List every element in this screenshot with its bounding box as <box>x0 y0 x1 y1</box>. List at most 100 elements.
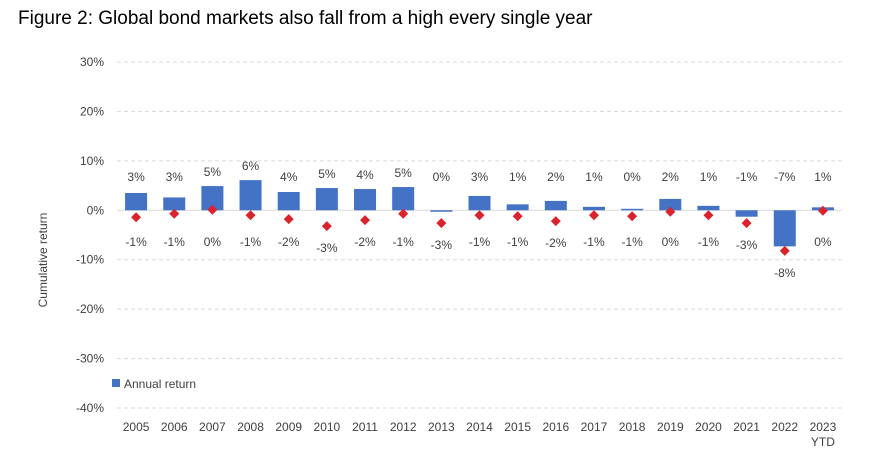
bar-label-2017: 1% <box>585 170 603 184</box>
y-axis-ticks: 30% 20% 10% 0% -10% -20% -30% -40% <box>76 55 104 415</box>
bar-label-2011: 4% <box>356 168 374 182</box>
bar-label-2010: 5% <box>318 167 336 181</box>
bar-label-2018: 0% <box>623 170 641 184</box>
x-tick-label-2022: 2022 <box>771 420 798 434</box>
marker-label-2017: -1% <box>583 235 605 249</box>
marker-label-2013: -3% <box>431 238 453 252</box>
x-tick-label-2014: 2014 <box>466 420 493 434</box>
marker-data-labels: -1% -1% 0% -1% -2% -3% -2% -1% -3% -1% -1% -2% -1% -1… <box>125 235 832 280</box>
marker-2009 <box>283 214 294 225</box>
marker-label-2010: -3% <box>316 241 338 255</box>
y-tick-label: -40% <box>76 401 104 415</box>
marker-2011 <box>360 215 371 226</box>
marker-label-2008: -1% <box>240 235 262 249</box>
bar-2013 <box>430 210 453 212</box>
x-tick-label-2018: 2018 <box>619 420 646 434</box>
bar-2018 <box>621 208 644 211</box>
bar-2021 <box>735 210 758 217</box>
marker-label-2019: 0% <box>662 235 680 249</box>
x-tick-label-2021: 2021 <box>733 420 760 434</box>
marker-2021 <box>741 218 752 229</box>
x-tick-label-2023: 2023 <box>810 420 837 434</box>
y-tick-label: 30% <box>80 55 104 69</box>
bar-label-2015: 1% <box>509 170 527 184</box>
bar-label-2008: 6% <box>242 159 260 173</box>
marker-label-2015: -1% <box>507 235 529 249</box>
bar-label-2020: 1% <box>700 170 718 184</box>
marker-label-2011: -2% <box>354 235 376 249</box>
marker-2023 <box>817 205 828 216</box>
marker-2012 <box>398 208 409 219</box>
y-tick-label: -20% <box>76 302 104 316</box>
marker-2018 <box>627 211 638 222</box>
marker-label-2021: -3% <box>736 238 758 252</box>
x-axis-ticks: 2005 2006 2007 2008 2009 2010 2011 2012 2013 2014… <box>123 420 837 449</box>
marker-2006 <box>169 208 180 219</box>
x-tick-label-2006: 2006 <box>161 420 188 434</box>
bar-2017 <box>582 206 605 211</box>
x-tick-label-2012: 2012 <box>390 420 417 434</box>
marker-2007 <box>207 204 218 215</box>
bar-2008 <box>239 180 262 211</box>
y-tick-label: -10% <box>76 253 104 267</box>
bar-2007 <box>201 186 224 211</box>
y-tick-label: 10% <box>80 154 104 168</box>
marker-2010 <box>321 221 332 232</box>
marker-series <box>131 204 828 256</box>
bar-2006 <box>163 197 186 211</box>
marker-2013 <box>436 218 447 229</box>
x-tick-label-2013: 2013 <box>428 420 455 434</box>
legend: Annual return <box>112 377 196 391</box>
bar-label-2019: 2% <box>662 170 680 184</box>
marker-label-2023: 0% <box>814 235 832 249</box>
bar-2005 <box>125 192 148 211</box>
x-tick-label-2007: 2007 <box>199 420 226 434</box>
bar-label-2023: 1% <box>814 170 832 184</box>
legend-swatch-annual-return <box>112 379 120 387</box>
bar-2015 <box>506 204 529 211</box>
bar-2019 <box>659 198 682 211</box>
y-axis-label: Cumulative return <box>36 213 50 308</box>
bar-label-2014: 3% <box>471 170 489 184</box>
marker-2020 <box>703 210 714 221</box>
marker-label-2016: -2% <box>545 236 567 250</box>
x-tick-label-2009: 2009 <box>275 420 302 434</box>
bar-2020 <box>697 205 720 211</box>
marker-label-2007: 0% <box>204 235 222 249</box>
marker-2014 <box>474 210 485 221</box>
marker-2008 <box>245 210 256 221</box>
y-tick-label: 20% <box>80 104 104 118</box>
bar-label-2009: 4% <box>280 170 298 184</box>
gridlines <box>117 61 842 409</box>
marker-2019 <box>665 206 676 217</box>
bar-2014 <box>468 195 491 211</box>
x-tick-label-2005: 2005 <box>123 420 150 434</box>
bar-2022 <box>773 210 796 247</box>
y-tick-label: -30% <box>76 352 104 366</box>
marker-2022 <box>779 245 790 256</box>
bar-series <box>125 180 834 247</box>
chart-title: Figure 2: Global bond markets also fall … <box>18 8 593 29</box>
marker-2005 <box>131 212 142 223</box>
marker-2015 <box>512 211 523 222</box>
x-tick-label-2015: 2015 <box>504 420 531 434</box>
bar-data-labels: 3% 3% 5% 6% 4% 5% 4% 5% 0% 3% 1% 2% 1% 0% 2% 1% -1% -7% 1% <box>127 159 832 184</box>
bar-label-2006: 3% <box>166 170 184 184</box>
x-tick-label-2011: 2011 <box>352 420 378 434</box>
marker-label-2022: -8% <box>774 266 796 280</box>
bar-label-2005: 3% <box>127 170 145 184</box>
marker-label-2020: -1% <box>698 235 720 249</box>
marker-label-2005: -1% <box>125 235 147 249</box>
x-tick-sublabel: YTD <box>811 435 835 449</box>
x-tick-label-2020: 2020 <box>695 420 722 434</box>
bar-2016 <box>544 200 567 211</box>
legend-label-annual-return: Annual return <box>124 377 196 391</box>
x-tick-label-2017: 2017 <box>581 420 608 434</box>
bar-2009 <box>277 191 300 211</box>
bar-label-2012: 5% <box>395 166 413 180</box>
marker-2017 <box>588 210 599 221</box>
marker-label-2012: -1% <box>393 235 415 249</box>
x-tick-label-2019: 2019 <box>657 420 684 434</box>
marker-label-2014: -1% <box>469 235 491 249</box>
bar-label-2021: -1% <box>736 170 758 184</box>
